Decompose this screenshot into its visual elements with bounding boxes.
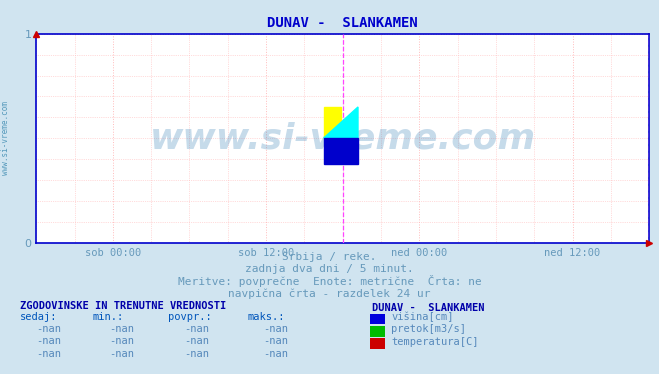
Text: ZGODOVINSKE IN TRENUTNE VREDNOSTI: ZGODOVINSKE IN TRENUTNE VREDNOSTI [20,301,226,310]
Text: -nan: -nan [185,324,210,334]
Text: -nan: -nan [264,324,289,334]
Text: pretok[m3/s]: pretok[m3/s] [391,325,467,334]
Text: -nan: -nan [185,349,210,359]
Text: sedaj:: sedaj: [20,312,57,322]
Text: -nan: -nan [109,337,134,346]
Text: -nan: -nan [36,349,61,359]
Text: min.:: min.: [92,312,123,322]
Text: -nan: -nan [264,349,289,359]
Text: višina[cm]: višina[cm] [391,312,454,322]
Text: -nan: -nan [109,349,134,359]
Bar [324,107,341,138]
Text: -nan: -nan [36,337,61,346]
Text: -nan: -nan [36,324,61,334]
Text: -nan: -nan [264,337,289,346]
Text: maks.:: maks.: [247,312,285,322]
Text: -nan: -nan [185,337,210,346]
Polygon shape [324,107,358,138]
Text: Srbija / reke.: Srbija / reke. [282,252,377,262]
Text: Meritve: povprečne  Enote: metrične  Črta: ne: Meritve: povprečne Enote: metrične Črta:… [178,275,481,286]
Text: zadnja dva dni / 5 minut.: zadnja dva dni / 5 minut. [245,264,414,274]
Title: DUNAV -  SLANKAMEN: DUNAV - SLANKAMEN [268,16,418,30]
Text: DUNAV -  SLANKAMEN: DUNAV - SLANKAMEN [372,303,485,313]
Bar [324,138,358,163]
Text: povpr.:: povpr.: [168,312,212,322]
Text: www.si-vreme.com: www.si-vreme.com [150,122,536,155]
Text: navpična črta - razdelek 24 ur: navpična črta - razdelek 24 ur [228,288,431,299]
Text: temperatura[C]: temperatura[C] [391,337,479,347]
Text: -nan: -nan [109,324,134,334]
Text: www.si-vreme.com: www.si-vreme.com [1,101,10,175]
